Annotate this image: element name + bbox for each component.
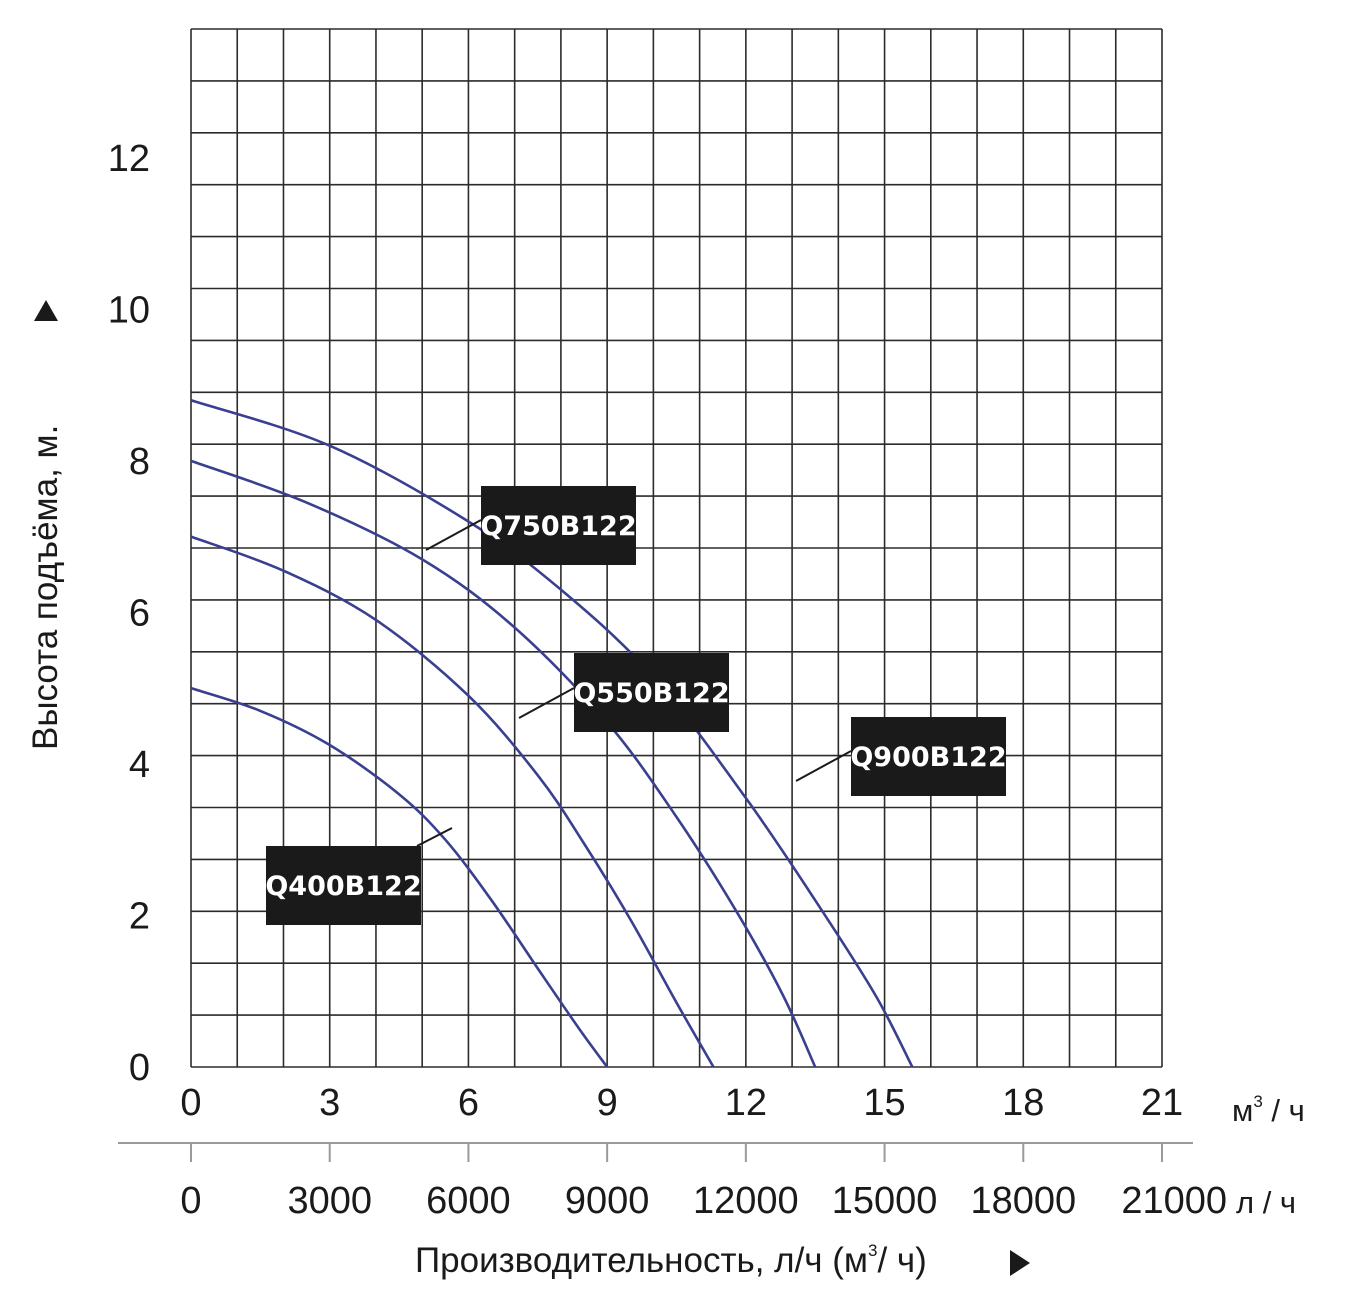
label-leader-line (416, 827, 453, 847)
y-axis-arrow-icon (34, 300, 58, 321)
x-tick-label: 15 (863, 1082, 905, 1124)
y-tick-labels: 0 2 4 6 8 10 12 (108, 138, 150, 1089)
x-unit-label: м3 / ч (1232, 1092, 1305, 1128)
x-axis-title: Производительность, л/ч (м3/ ч) (415, 1241, 927, 1280)
x-tick-label: 21 (1141, 1082, 1183, 1124)
series-label-text: Q400B122 (265, 871, 421, 902)
series-label-text: Q750B122 (480, 511, 636, 542)
x-tick-label: 18 (1002, 1082, 1044, 1124)
label-leader-line (795, 750, 852, 782)
x-tick-label: 6 (458, 1082, 479, 1124)
x-tick-label: 0 (180, 1082, 201, 1124)
label-box (574, 653, 729, 732)
x-tick-label: 9 (597, 1082, 618, 1124)
series-label-text: Q900B122 (850, 742, 1006, 773)
x-secondary-tick-label: 21000 (1121, 1180, 1227, 1222)
y-tick-label: 12 (108, 138, 150, 180)
y-tick-label: 2 (129, 895, 150, 937)
label-box (851, 717, 1006, 796)
y-axis-title: Высота подъёма, м. (26, 425, 65, 750)
x-tick-label: 3 (319, 1082, 340, 1124)
x-axis-arrow-icon (1010, 1250, 1030, 1276)
grid (190, 28, 1163, 1068)
series-line-q400b122 (190, 686, 609, 1068)
label-leader-line (518, 687, 575, 719)
x-secondary-tick-label: 0 (180, 1180, 201, 1222)
series-line-q550b122 (190, 535, 715, 1068)
y-tick-label: 0 (129, 1047, 150, 1089)
x-tick-label: 12 (725, 1082, 767, 1124)
series-label-text: Q550B122 (573, 678, 729, 709)
x-tick-labels: 0 3 6 9 12 15 18 21 (180, 1082, 1183, 1124)
x-secondary-unit-label: л / ч (1236, 1185, 1296, 1220)
label-box (481, 486, 636, 565)
series-labels: Q750B122 Q550B122 Q900B122 Q400B122 (265, 486, 1007, 925)
x-secondary-tick-label: 18000 (970, 1180, 1076, 1222)
y-tick-label: 10 (108, 289, 150, 331)
x-secondary-tick-label: 15000 (832, 1180, 938, 1222)
x-secondary-tick-label: 12000 (693, 1180, 799, 1222)
x-secondary-tick-labels: 0 3000 6000 9000 12000 15000 18000 21000 (180, 1143, 1227, 1222)
x-secondary-tick-label: 9000 (565, 1180, 650, 1222)
label-leader-line (425, 519, 482, 551)
x-secondary-tick-label: 6000 (426, 1180, 511, 1222)
y-tick-label: 4 (129, 744, 150, 786)
label-box (266, 846, 421, 925)
y-tick-label: 6 (129, 592, 150, 634)
y-tick-label: 8 (129, 441, 150, 483)
x-secondary-tick-label: 3000 (287, 1180, 372, 1222)
